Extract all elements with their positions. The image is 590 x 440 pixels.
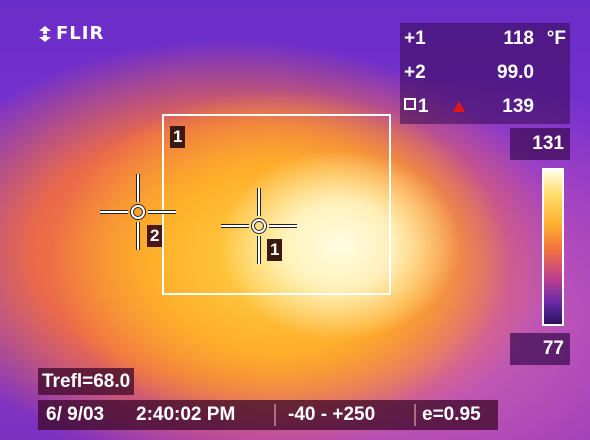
reflected-temp-readout: Trefl=68.0 [38, 368, 135, 395]
emissivity-text: e=0.95 [422, 404, 481, 425]
flir-logo: FLIR [38, 23, 104, 44]
box-icon [404, 98, 416, 110]
time-text: 2:40:02 PM [136, 404, 236, 425]
crosshair-glyph: + [404, 62, 416, 83]
readout-spot-2: +2 99.0 [400, 57, 570, 89]
readout-label: 1 [418, 96, 429, 117]
divider [274, 404, 276, 426]
readout-value: 99.0 [497, 62, 534, 83]
readout-value: 139 [502, 96, 534, 117]
readout-area-1: 1 139 [400, 91, 570, 123]
crosshair-glyph: + [404, 28, 416, 49]
scale-max-value: 131 [510, 128, 570, 160]
spot-1-label: 1 [267, 239, 283, 261]
scale-min-value: 77 [510, 333, 570, 365]
date-text: 6/ 9/03 [46, 404, 105, 425]
spot-1-crosshair-icon[interactable] [219, 186, 299, 266]
readout-spot-1: +1 118 °F [400, 23, 570, 55]
range-text: -40 - +250 [288, 404, 376, 425]
measurement-readouts: +1 118 °F +2 99.0 1 139 [400, 23, 570, 124]
readout-label: 2 [415, 62, 426, 83]
spot-2-label: 2 [147, 225, 163, 247]
readout-unit: °F [546, 28, 566, 49]
readout-value: 118 [503, 28, 534, 49]
temperature-scale-bar [542, 168, 564, 326]
max-triangle-icon [453, 101, 465, 112]
spot-2-crosshair-icon[interactable] [98, 172, 178, 252]
divider [414, 404, 416, 426]
flir-logo-icon [39, 25, 51, 42]
readout-label: 1 [415, 28, 426, 49]
roi-box-1[interactable] [162, 114, 391, 295]
status-bar: 6/ 9/03 2:40:02 PM -40 - +250 e=0.95 [38, 400, 498, 430]
roi-box-label: 1 [170, 126, 186, 148]
brand-name: FLIR [56, 23, 105, 44]
